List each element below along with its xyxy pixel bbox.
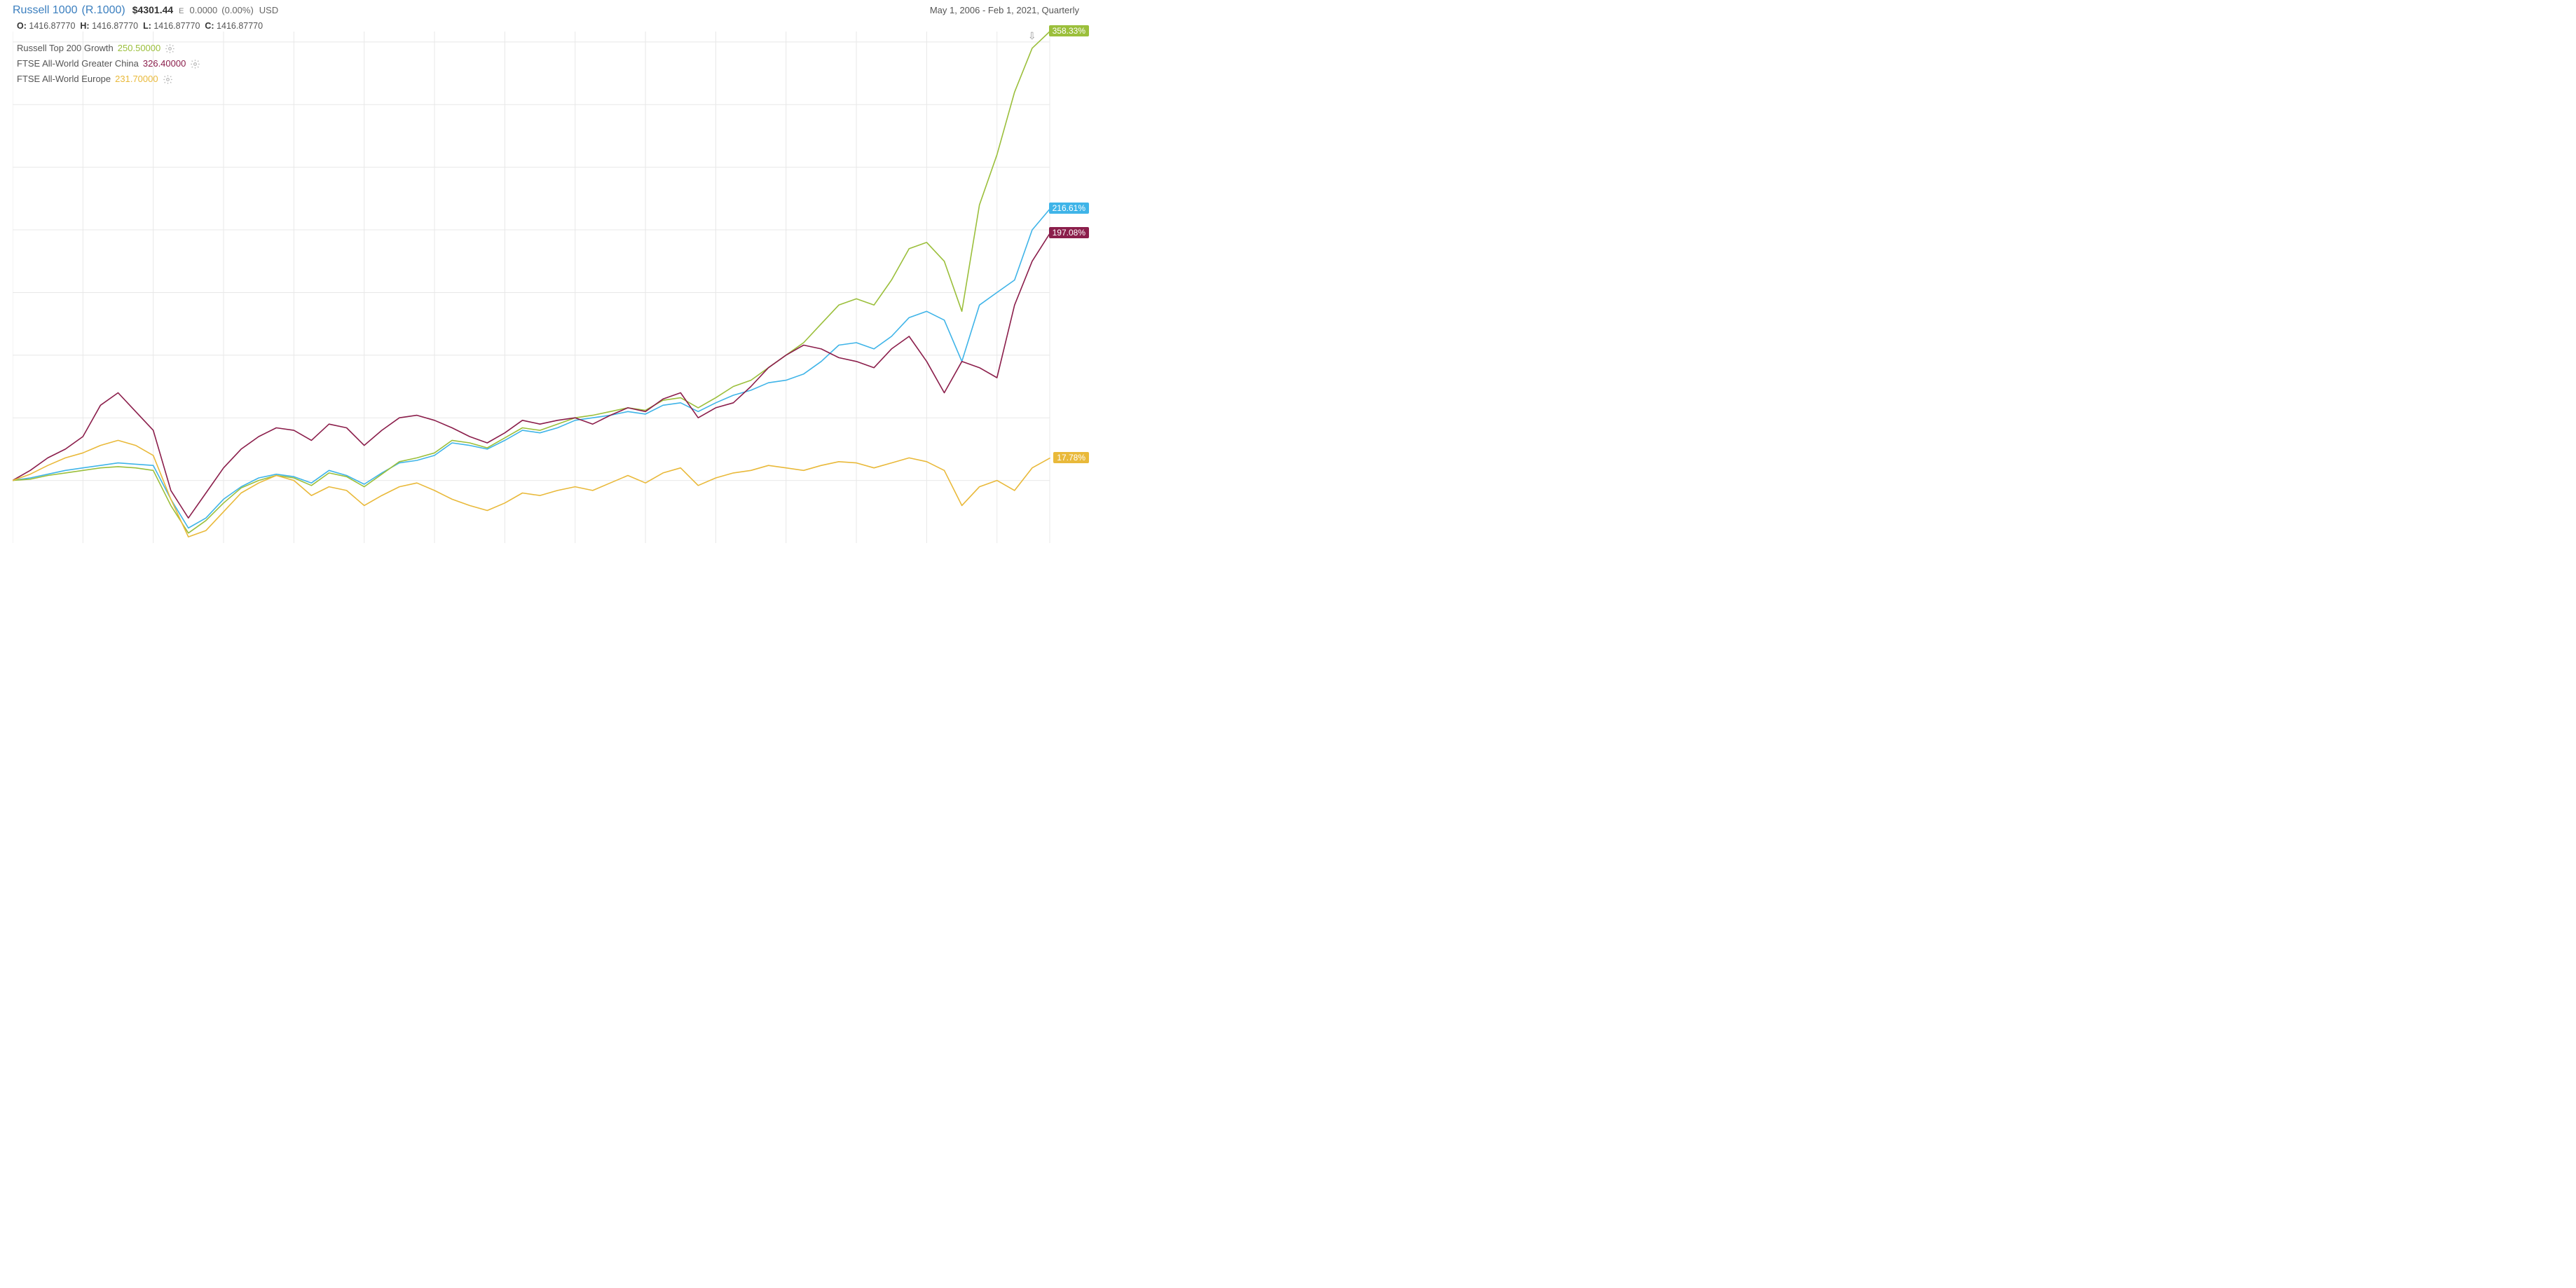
interval[interactable]: , Quarterly bbox=[1036, 5, 1079, 15]
price-flag: E bbox=[179, 7, 184, 15]
event-marker-icon: ⇩ bbox=[1028, 30, 1036, 42]
date-range[interactable]: May 1, 2006 - Feb 1, 2021 bbox=[930, 5, 1036, 15]
change-abs: 0.0000 bbox=[190, 5, 218, 15]
instrument-symbol[interactable]: (R.1000) bbox=[82, 4, 125, 17]
legend-row[interactable]: FTSE All-World Greater China 326.40000 bbox=[17, 56, 200, 71]
gear-icon[interactable] bbox=[190, 59, 200, 69]
legend-row[interactable]: FTSE All-World Europe231.70000 bbox=[17, 71, 200, 87]
y-grid bbox=[13, 42, 1050, 481]
chart-area[interactable]: 0.00%50.00%100.00%150.00%200.00%250.00%3… bbox=[13, 21, 1051, 543]
header-right: May 1, 2006 - Feb 1, 2021, Quarterly bbox=[930, 5, 1086, 15]
last-price: $4301.44 bbox=[132, 4, 173, 15]
chart-header: Russell 1000 (R.1000) $4301.44 E 0.0000 … bbox=[0, 0, 1093, 20]
gear-icon[interactable] bbox=[163, 74, 173, 85]
line-chart[interactable]: 0.00%50.00%100.00%150.00%200.00%250.00%3… bbox=[13, 21, 1051, 543]
series-end-badge: 17.78% bbox=[1053, 452, 1089, 463]
legend: Russell Top 200 Growth250.50000FTSE All-… bbox=[17, 41, 200, 87]
change-pct: (0.00%) bbox=[221, 5, 254, 15]
header-left: Russell 1000 (R.1000) $4301.44 E 0.0000 … bbox=[13, 4, 278, 17]
legend-label: Russell Top 200 Growth bbox=[17, 41, 114, 56]
instrument-name[interactable]: Russell 1000 bbox=[13, 4, 78, 17]
legend-row[interactable]: Russell Top 200 Growth 250.50000 bbox=[17, 41, 200, 56]
gear-icon[interactable] bbox=[165, 43, 175, 54]
series-line[interactable] bbox=[13, 440, 1050, 537]
x-grid bbox=[13, 32, 1050, 543]
currency: USD bbox=[259, 5, 278, 15]
legend-label: FTSE All-World Europe bbox=[17, 71, 111, 87]
series-end-badge: 216.61% bbox=[1049, 203, 1089, 214]
series-line[interactable] bbox=[13, 32, 1050, 533]
legend-value: 326.40000 bbox=[143, 56, 186, 71]
series-end-badge: 358.33% bbox=[1049, 25, 1089, 36]
legend-value: 231.70000 bbox=[115, 71, 158, 87]
legend-value: 250.50000 bbox=[118, 41, 160, 56]
series-end-badge: 197.08% bbox=[1049, 227, 1089, 238]
legend-label: FTSE All-World Greater China bbox=[17, 56, 139, 71]
